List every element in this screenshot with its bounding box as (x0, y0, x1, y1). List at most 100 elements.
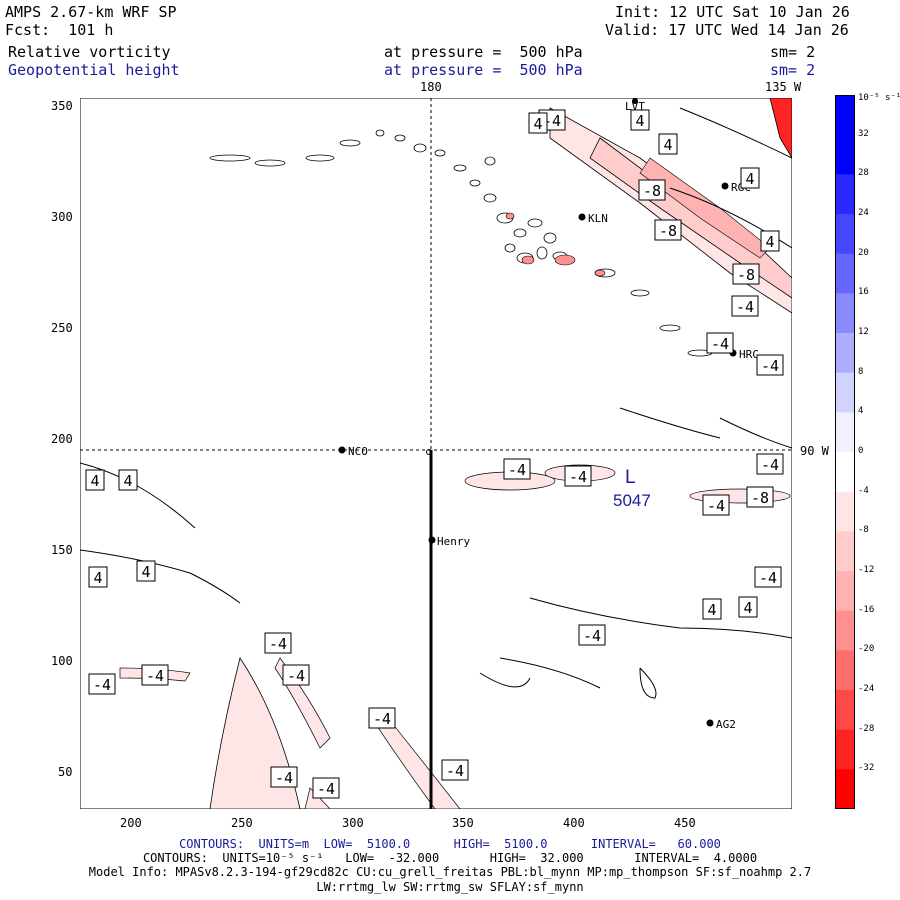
field2-level: at pressure = 500 hPa (384, 61, 583, 79)
colorbar-swatch (835, 293, 855, 334)
colorbar-swatch (835, 690, 855, 731)
x-tick-350: 350 (452, 816, 474, 830)
colorbar-tick-label: 24 (858, 208, 869, 218)
init-time: Init: 12 UTC Sat 10 Jan 26 (615, 3, 850, 21)
contour-label-box (264, 632, 292, 654)
station-dot-henry (428, 536, 436, 544)
colorbar-tick-label: -16 (858, 604, 875, 615)
contour-label-box (654, 219, 682, 241)
colorbar (835, 95, 855, 809)
contour-label-box (702, 598, 722, 620)
contour-label-text: -4 (761, 456, 779, 474)
contour-label-text: 4 (141, 563, 150, 581)
colorbar-tick-label: 4 (858, 406, 864, 417)
contour-label-text: -4 (508, 461, 526, 479)
y-tick-100: 100 (51, 654, 73, 668)
contour-label-text: -4 (707, 497, 725, 515)
map-plot: NCO Henry KLN RGC HRC AG2 LVT L 5047 -44… (80, 98, 792, 809)
contour-label-box (141, 664, 169, 686)
contour-label-text: 4 (663, 136, 672, 154)
colorbar-swatch (835, 253, 855, 294)
contour-label-box (630, 109, 650, 131)
contour-label-text: 4 (90, 472, 99, 490)
station-label-ag2: AG2 (716, 718, 736, 731)
lon-label-135w: 135 W (765, 80, 802, 94)
contour-label-text: -4 (287, 667, 305, 685)
colorbar-tick-label: 16 (858, 287, 869, 298)
station-label-hrc: HRC (739, 348, 759, 361)
colorbar-swatch (835, 452, 855, 493)
contour-label-text: -8 (737, 266, 755, 284)
contour-label-text: -4 (583, 627, 601, 645)
colorbar-swatch (835, 610, 855, 651)
pole-marker (426, 449, 432, 455)
contour-label-box (738, 596, 758, 618)
colorbar-tick-label: -4 (858, 485, 869, 496)
contour-label-box (118, 469, 138, 491)
colorbar-swatch (835, 650, 855, 691)
colorbar-swatch (835, 333, 855, 374)
x-tick-450: 450 (674, 816, 696, 830)
colorbar-swatch (835, 214, 855, 255)
contour-label-box (282, 664, 310, 686)
contour-label-text: -4 (93, 676, 111, 694)
station-dot-rgc (721, 182, 729, 190)
contour-label-box (706, 332, 734, 354)
colorbar-swatch (835, 571, 855, 612)
station-dot-kln (578, 213, 586, 221)
y-tick-300: 300 (51, 210, 73, 224)
contour-label-text: 4 (743, 599, 752, 617)
contour-label-text: -4 (446, 762, 464, 780)
station-dot-lvt (632, 98, 638, 104)
colorbar-unit: 10⁻⁵ s⁻¹ (858, 93, 900, 103)
contour-label-text: -8 (659, 222, 677, 240)
contour-label-text: 4 (765, 233, 774, 251)
y-tick-200: 200 (51, 432, 73, 446)
contour-label-text: 4 (635, 112, 644, 130)
contour-label-box (702, 494, 730, 516)
contour-label-box (746, 486, 774, 508)
y-tick-50: 50 (58, 765, 73, 779)
colorbar-tick-label: -8 (858, 525, 869, 536)
field1-level: at pressure = 500 hPa (384, 43, 583, 61)
contour-label-box (136, 560, 156, 582)
lat-label-90w: 90 W (800, 444, 829, 458)
contour-label-text: 4 (93, 569, 102, 587)
contour-label-text: -8 (751, 489, 769, 507)
footer-vorticity-contours: CONTOURS: UNITS=10⁻⁵ s⁻¹ LOW= -32.000 HI… (142, 851, 758, 865)
contour-label-box (368, 707, 396, 729)
contour-label-box (658, 133, 678, 155)
contour-label-box (88, 673, 116, 695)
contour-label-box (578, 624, 606, 646)
vorticity-cells (209, 129, 713, 357)
colorbar-swatch (835, 134, 855, 175)
footer-radiation-info: LW:rrtmg_lw SW:rrtmg_sw SFLAY:sf_mynn (316, 880, 584, 894)
x-tick-400: 400 (563, 816, 585, 830)
contour-label-box (756, 354, 784, 376)
contour-label-text: 4 (745, 170, 754, 188)
y-tick-350: 350 (51, 99, 73, 113)
contour-label-text: -4 (275, 769, 293, 787)
contour-label-box (760, 230, 780, 252)
contour-label-text: -4 (146, 667, 164, 685)
station-dot-nco (338, 446, 346, 454)
field1-smoothing: sm= 2 (770, 43, 816, 61)
colorbar-tick-label: 8 (858, 366, 864, 377)
colorbar-tick-label: -24 (858, 684, 875, 694)
contour-label-box (731, 295, 759, 317)
contour-label-box (740, 167, 760, 189)
colorbar-tick-label: -28 (858, 723, 875, 734)
contour-label-box (85, 469, 105, 491)
contour-label-text: 4 (707, 601, 716, 619)
contour-label-text: 4 (533, 115, 542, 133)
colorbar-tick-label: -32 (858, 763, 875, 774)
contour-label-text: -4 (736, 298, 754, 316)
colorbar-frame (835, 95, 855, 809)
footer-height-contours: CONTOURS: UNITS=m LOW= 5100.0 HIGH= 5100… (179, 837, 721, 851)
colorbar-tick-label: 32 (858, 128, 869, 139)
low-pressure-value: 5047 (613, 491, 651, 510)
station-label-nco: NCO (348, 445, 368, 458)
colorbar-swatch (835, 95, 855, 136)
contour-label-text: -4 (373, 710, 391, 728)
contour-label-text: -4 (569, 468, 587, 486)
